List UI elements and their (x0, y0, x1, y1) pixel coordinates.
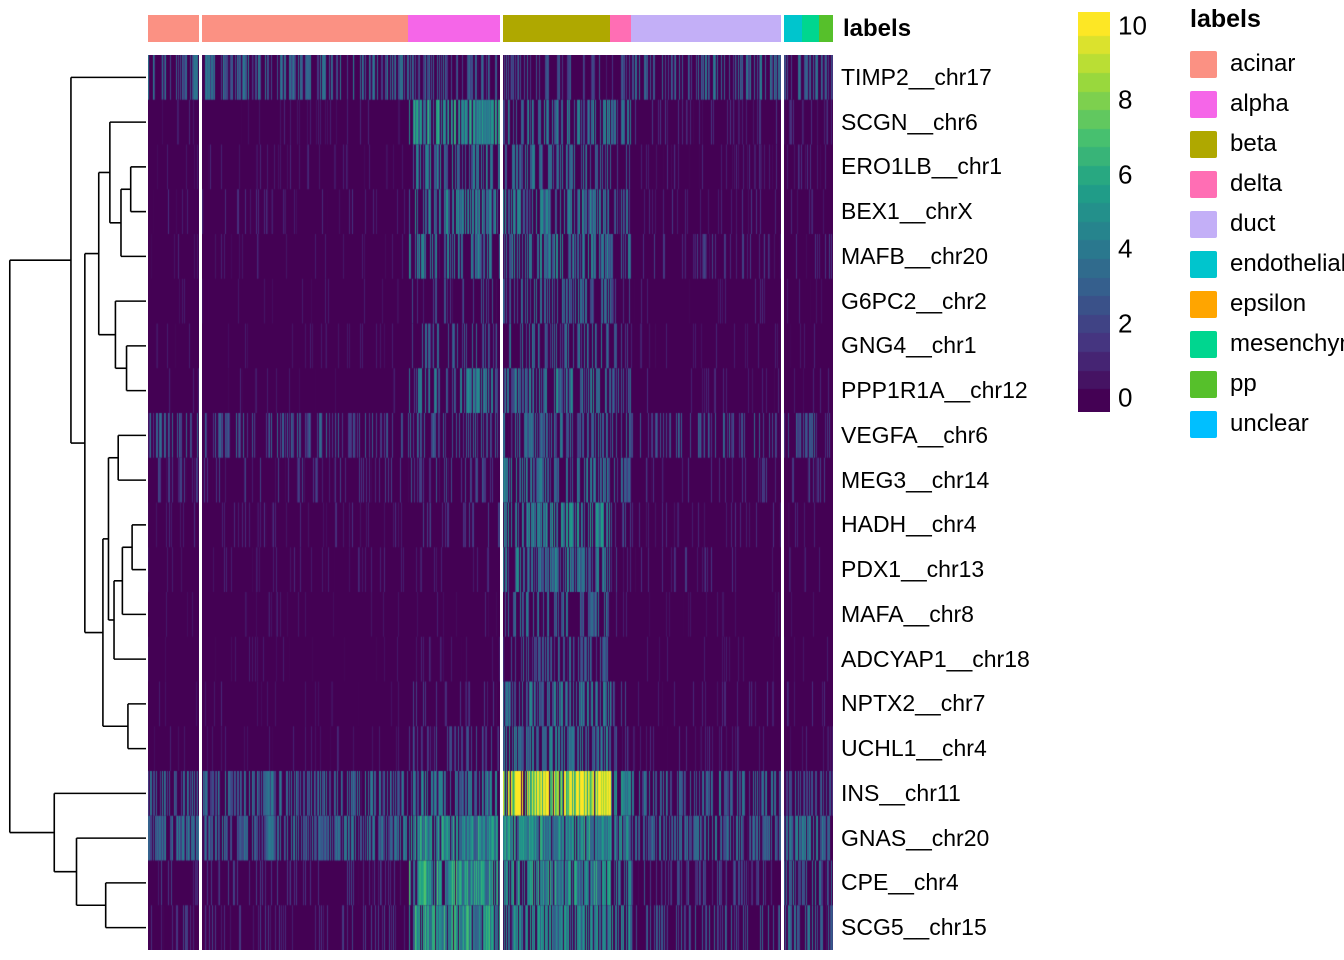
legend-item-epsilon: epsilon (1190, 284, 1344, 324)
legend-item-unclear: unclear (1190, 404, 1344, 444)
row-label: MAFB__chr20 (841, 242, 989, 269)
annotation-segment-duct (630, 15, 782, 42)
legend-label: alpha (1230, 90, 1289, 117)
row-label: UCHL1__chr4 (841, 735, 987, 762)
column-annotation-bar (148, 15, 833, 42)
row-label: NPTX2__chr7 (841, 690, 986, 717)
annotation-segment-endothelial (781, 15, 803, 42)
annotation-segment-pp (819, 15, 833, 42)
row-label: CPE__chr4 (841, 869, 959, 896)
legend-swatch (1190, 130, 1217, 158)
annotation-segment-mesenchymal (802, 15, 820, 42)
colorbar-tick-label: 8 (1118, 84, 1133, 115)
legend-item-alpha: alpha (1190, 84, 1344, 124)
row-label: TIMP2__chr17 (841, 63, 992, 90)
colorbar-tick-label: 0 (1118, 382, 1133, 413)
legend-item-mesenchymal: mesenchymal (1190, 324, 1344, 364)
legend-swatch (1190, 410, 1217, 438)
row-label: MAFA__chr8 (841, 600, 974, 627)
legend-item-duct: duct (1190, 204, 1344, 244)
row-dendrogram (8, 76, 146, 929)
colorbar-tick-label: 2 (1118, 308, 1133, 339)
legend-swatch (1190, 50, 1217, 78)
legend-swatch (1190, 170, 1217, 198)
annotation-segment-acinar (148, 15, 409, 42)
legend-label: pp (1230, 370, 1257, 397)
column-gap (500, 15, 503, 950)
legend-label: endothelial (1230, 250, 1344, 277)
legend-label: acinar (1230, 50, 1296, 77)
legend-swatch (1190, 210, 1217, 238)
annotation-title: labels (843, 15, 912, 42)
legend-items: acinar alpha beta delta duct endothelial epsil… (1190, 44, 1344, 444)
legend-title: labels (1190, 5, 1261, 33)
row-label: PDX1__chr13 (841, 556, 985, 583)
colorbar-tick-label: 6 (1118, 159, 1133, 190)
colorbar-tick-label: 10 (1118, 10, 1147, 41)
row-label: GNAS__chr20 (841, 824, 990, 851)
row-labels: TIMP2__chr17 SCGN__chr6 ERO1LB__chr1 BEX1__… (841, 55, 1111, 950)
legend-item-delta: delta (1190, 164, 1344, 204)
legend-item-acinar: acinar (1190, 44, 1344, 84)
legend-label: delta (1230, 170, 1283, 197)
legend-label: beta (1230, 130, 1277, 157)
annotation-segment-alpha (408, 15, 501, 42)
legend-swatch (1190, 330, 1217, 358)
row-label: MEG3__chr14 (841, 466, 990, 493)
row-label: VEGFA__chr6 (841, 421, 989, 448)
legend-swatch (1190, 90, 1217, 118)
row-label: G6PC2__chr2 (841, 287, 987, 314)
legend-label: mesenchymal (1230, 330, 1344, 357)
colorbar-gradient (1078, 12, 1110, 412)
annotation-segment-delta (610, 15, 631, 42)
legend-label: epsilon (1230, 290, 1307, 317)
row-label: INS__chr11 (841, 779, 961, 806)
colorbar-tick-label: 4 (1118, 233, 1133, 264)
heatmap-matrix (148, 55, 833, 950)
legend-item-beta: beta (1190, 124, 1344, 164)
row-label: HADH__chr4 (841, 511, 977, 538)
legend-item-pp: pp (1190, 364, 1344, 404)
row-label: ADCYAP1__chr18 (841, 645, 1030, 672)
annotation-segment-beta (500, 15, 611, 42)
row-label: PPP1R1A__chr12 (841, 377, 1028, 404)
row-label: ERO1LB__chr1 (841, 153, 1003, 180)
row-label: SCG5__chr15 (841, 914, 987, 941)
column-gap (199, 15, 202, 950)
legend-item-endothelial: endothelial (1190, 244, 1344, 284)
row-label: SCGN__chr6 (841, 108, 978, 135)
legend-swatch (1190, 370, 1217, 398)
column-gap (781, 15, 784, 950)
expression-colorbar: 10 8 6 4 2 0 (1078, 10, 1188, 432)
legend-swatch (1190, 290, 1217, 318)
row-label: GNG4__chr1 (841, 332, 977, 359)
legend-label: duct (1230, 210, 1276, 237)
labels-legend: labels acinar alpha beta delta duct endotheli… (1190, 5, 1344, 444)
legend-label: unclear (1230, 410, 1309, 437)
legend-swatch (1190, 250, 1217, 278)
row-label: BEX1__chrX (841, 198, 973, 225)
